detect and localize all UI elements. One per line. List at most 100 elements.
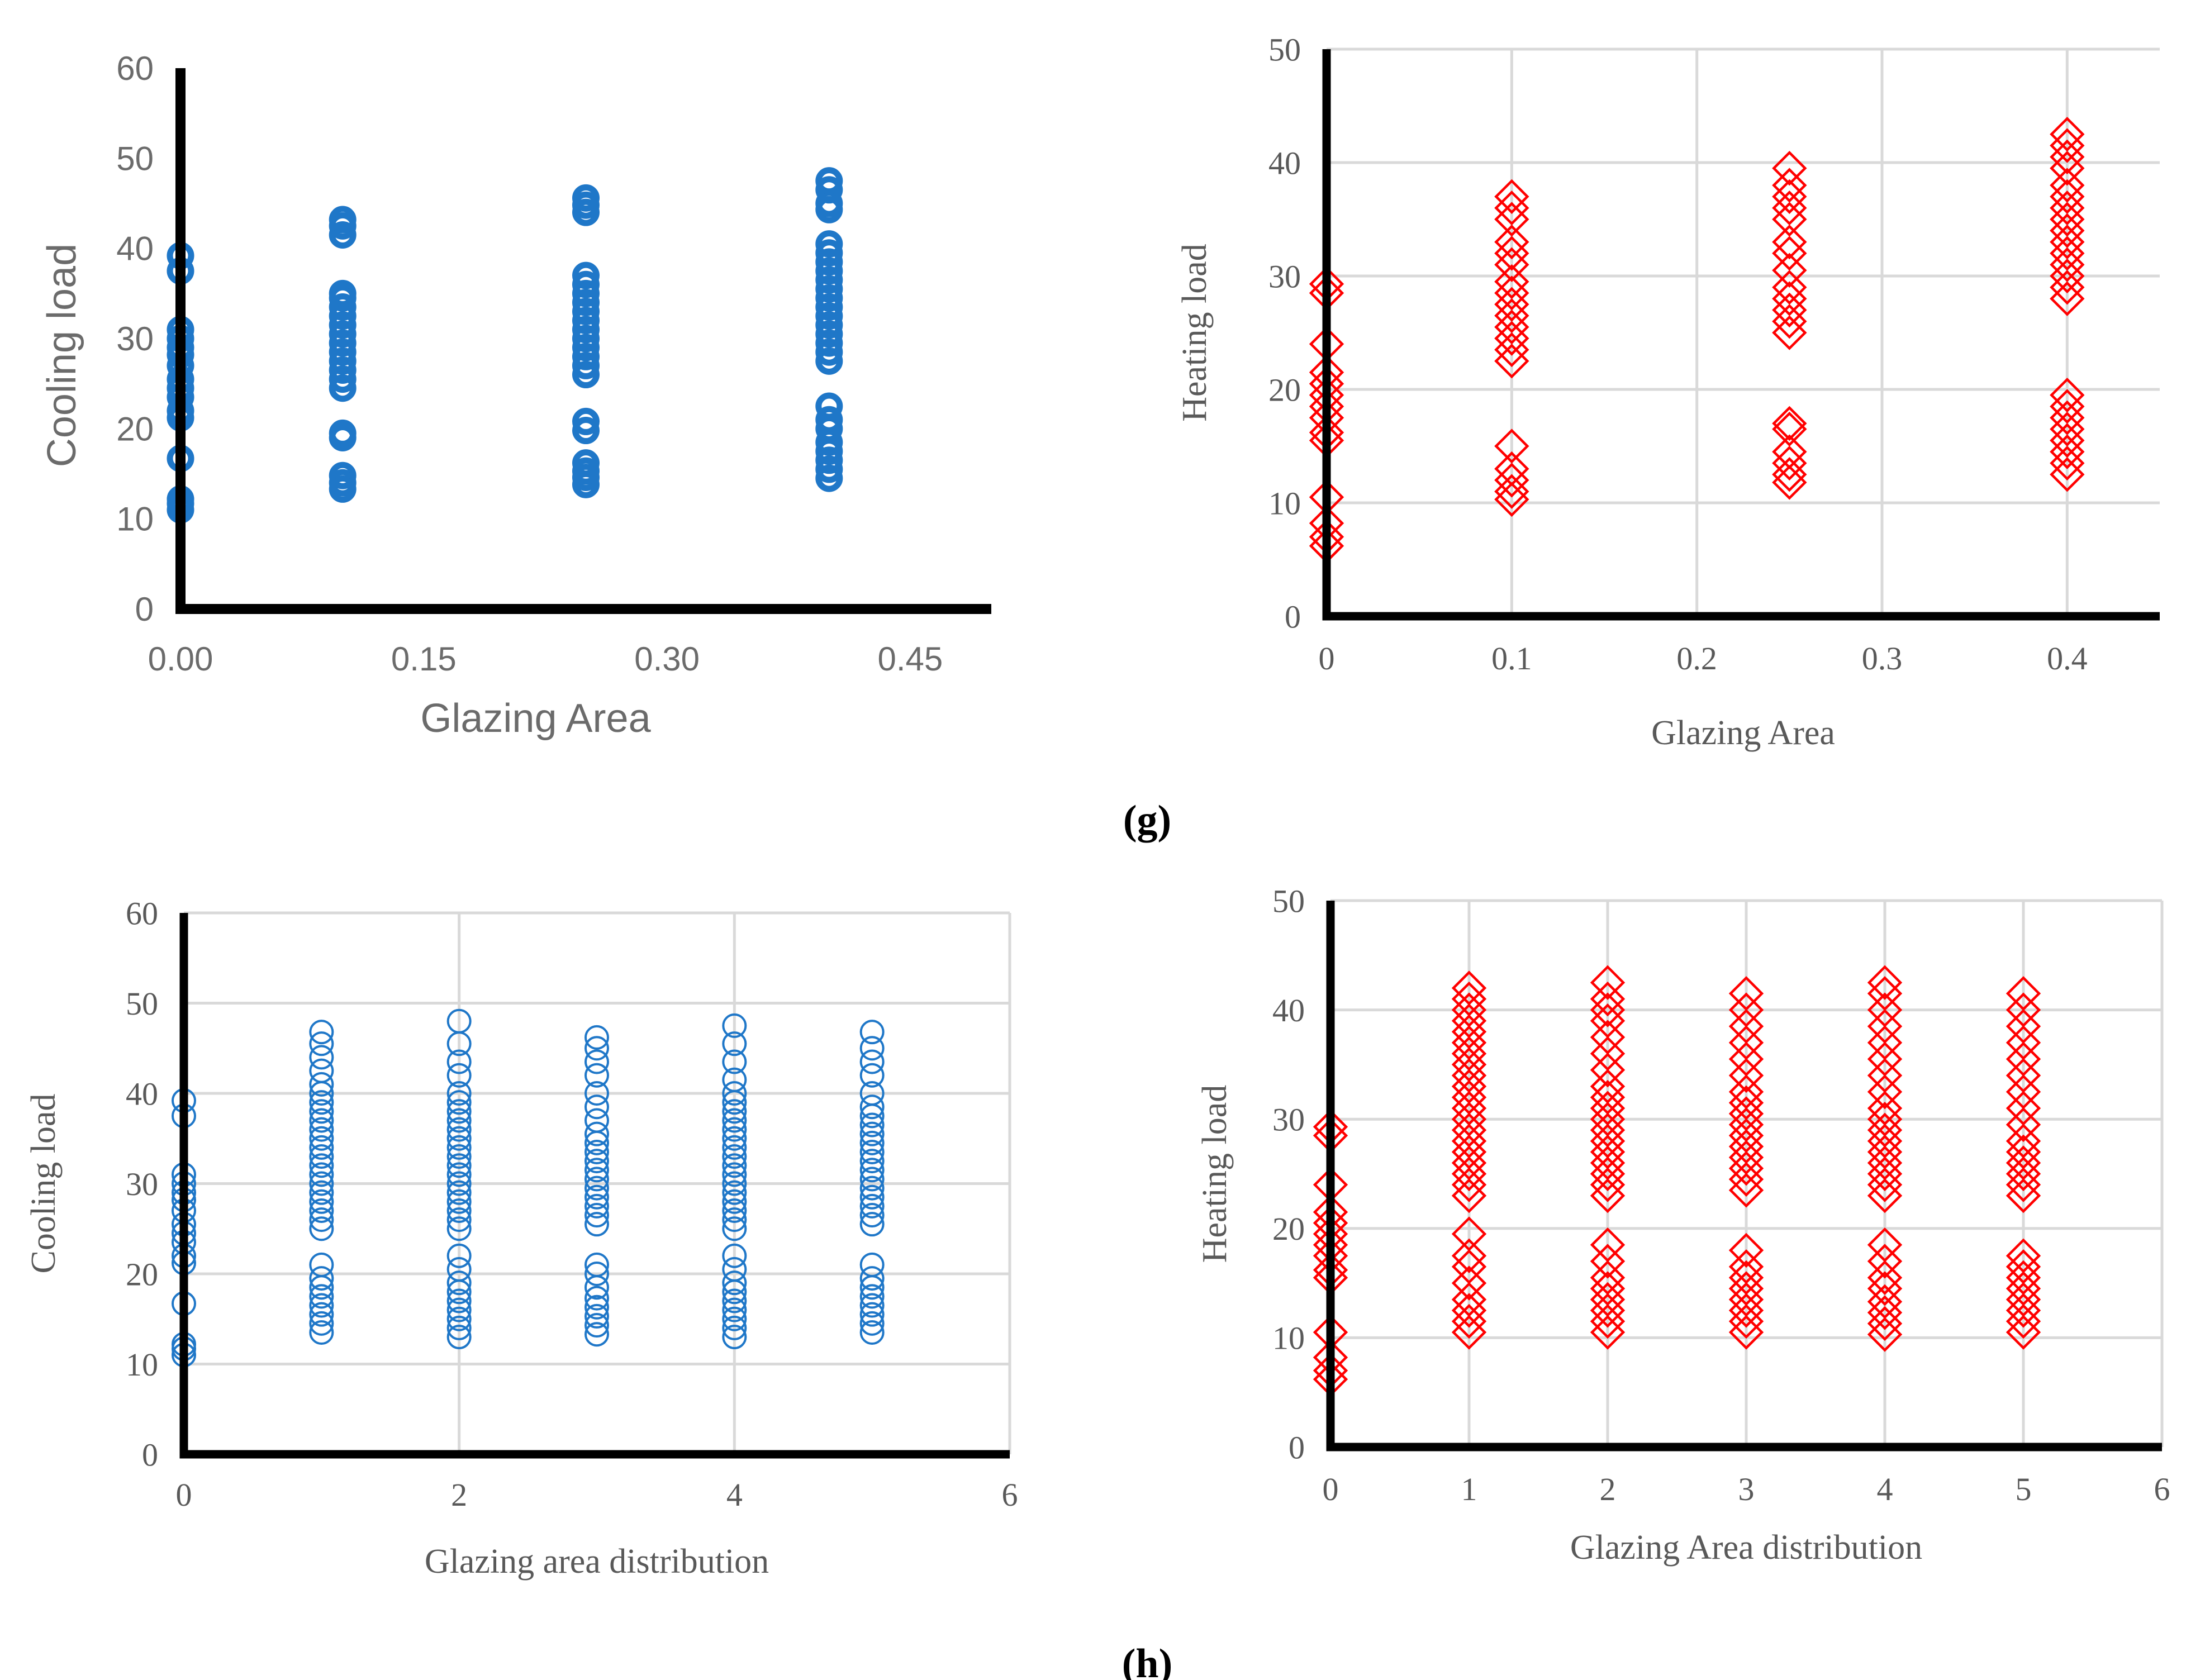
data-point: [309, 1320, 334, 1345]
data-point: [1494, 451, 1529, 487]
data-point: [1451, 1238, 1487, 1273]
x-axis-title: Glazing Area: [420, 696, 651, 741]
data-point: [572, 279, 600, 307]
data-point: [722, 1126, 747, 1151]
data-point: [722, 1325, 747, 1350]
data-point: [584, 1149, 609, 1174]
y-axis-title: Heating load: [1176, 244, 1214, 422]
data-point: [572, 407, 600, 435]
y-axis-title: Cooling load: [25, 1093, 63, 1273]
data-point: [309, 1058, 334, 1083]
data-point: [446, 1153, 472, 1178]
x-tick-label: 0.45: [878, 640, 943, 678]
data-point: [584, 1313, 609, 1338]
data-point: [329, 338, 357, 366]
data-point: [722, 1243, 747, 1268]
data-point: [815, 176, 843, 204]
x-tick-label: 0.3: [1862, 640, 1903, 677]
x-tick-label: 2: [451, 1477, 467, 1513]
data-point: [1590, 1036, 1626, 1072]
data-point: [1772, 224, 1807, 260]
x-tick-label: 4: [726, 1477, 743, 1513]
data-point: [572, 270, 600, 298]
data-point: [584, 1121, 609, 1146]
data-point: [859, 1302, 885, 1327]
data-point: [584, 1203, 609, 1228]
data-point: [446, 1117, 472, 1142]
data-point: [572, 334, 600, 361]
data-point: [722, 1013, 747, 1038]
data-point: [1728, 1025, 1764, 1060]
data-point: [329, 320, 357, 348]
x-tick-label: 0.2: [1676, 640, 1717, 677]
data-point: [446, 1099, 472, 1124]
y-tick-label: 0: [142, 1436, 158, 1473]
data-point: [722, 1216, 747, 1241]
data-point: [1772, 270, 1807, 305]
data-point: [2006, 1008, 2041, 1044]
x-tick-label: 0: [1323, 1471, 1339, 1507]
data-point: [584, 1262, 609, 1286]
data-point: [446, 1049, 472, 1074]
data-point: [1728, 1074, 1764, 1110]
data-point: [2006, 976, 2041, 1011]
data-point: [1867, 1284, 1903, 1320]
data-point: [859, 1320, 885, 1345]
data-point: [1772, 292, 1807, 328]
data-point: [572, 184, 600, 212]
chart-g-heat-layer: 0 10 20 30 40 50 0 0.1 0.2 0.3 0.4 Glazing Area Heat…: [1176, 31, 2160, 752]
data-point: [446, 1216, 472, 1241]
data-point: [329, 365, 357, 393]
y-tick-label: 30: [1268, 258, 1301, 294]
data-point: [722, 1257, 747, 1282]
data-point: [859, 1193, 885, 1219]
x-tick-label: 0.15: [391, 640, 457, 678]
data-point: [859, 1203, 885, 1228]
data-point: [815, 338, 843, 366]
x-tick-label: 1: [1461, 1471, 1477, 1507]
data-point: [722, 1135, 747, 1160]
data-point: [309, 1293, 334, 1318]
data-point: [446, 1198, 472, 1223]
data-point: [446, 1090, 472, 1115]
data-point: [859, 1266, 885, 1291]
y-tick-label: 50: [1268, 31, 1301, 68]
data-point: [309, 1216, 334, 1241]
data-point: [1590, 1227, 1626, 1263]
data-point: [329, 221, 357, 249]
data-point: [1728, 1058, 1764, 1093]
y-axis-title: Heating load: [1196, 1085, 1234, 1263]
data-point: [1590, 1260, 1626, 1296]
data-point: [859, 1139, 885, 1164]
data-point: [815, 275, 843, 303]
data-point: [1772, 315, 1807, 350]
data-point: [584, 1158, 609, 1183]
data-point: [572, 298, 600, 326]
x-tick-label: 0: [1319, 640, 1335, 677]
data-point: [722, 1180, 747, 1205]
data-point: [2006, 1238, 2041, 1273]
x-tick-label: 0.1: [1491, 640, 1532, 677]
data-point: [2006, 1041, 2041, 1077]
data-point: [722, 1049, 747, 1074]
data-point: [329, 279, 357, 307]
data-point: [309, 1189, 334, 1214]
data-point: [446, 1162, 472, 1187]
data-point: [2006, 992, 2041, 1027]
data-point: [815, 302, 843, 330]
data-point: [815, 347, 843, 375]
data-point: [309, 1144, 334, 1169]
data-point: [329, 293, 357, 321]
data-point: [584, 1193, 609, 1219]
data-point: [2050, 377, 2085, 413]
data-point: [446, 1108, 472, 1133]
data-point: [722, 1162, 747, 1187]
data-point: [859, 1212, 885, 1237]
data-point: [309, 1171, 334, 1196]
data-point: [309, 1284, 334, 1309]
data-point: [584, 1049, 609, 1074]
y-tick-label: 20: [1272, 1211, 1305, 1247]
data-point: [815, 266, 843, 294]
data-point: [584, 1025, 609, 1050]
data-point: [572, 316, 600, 344]
